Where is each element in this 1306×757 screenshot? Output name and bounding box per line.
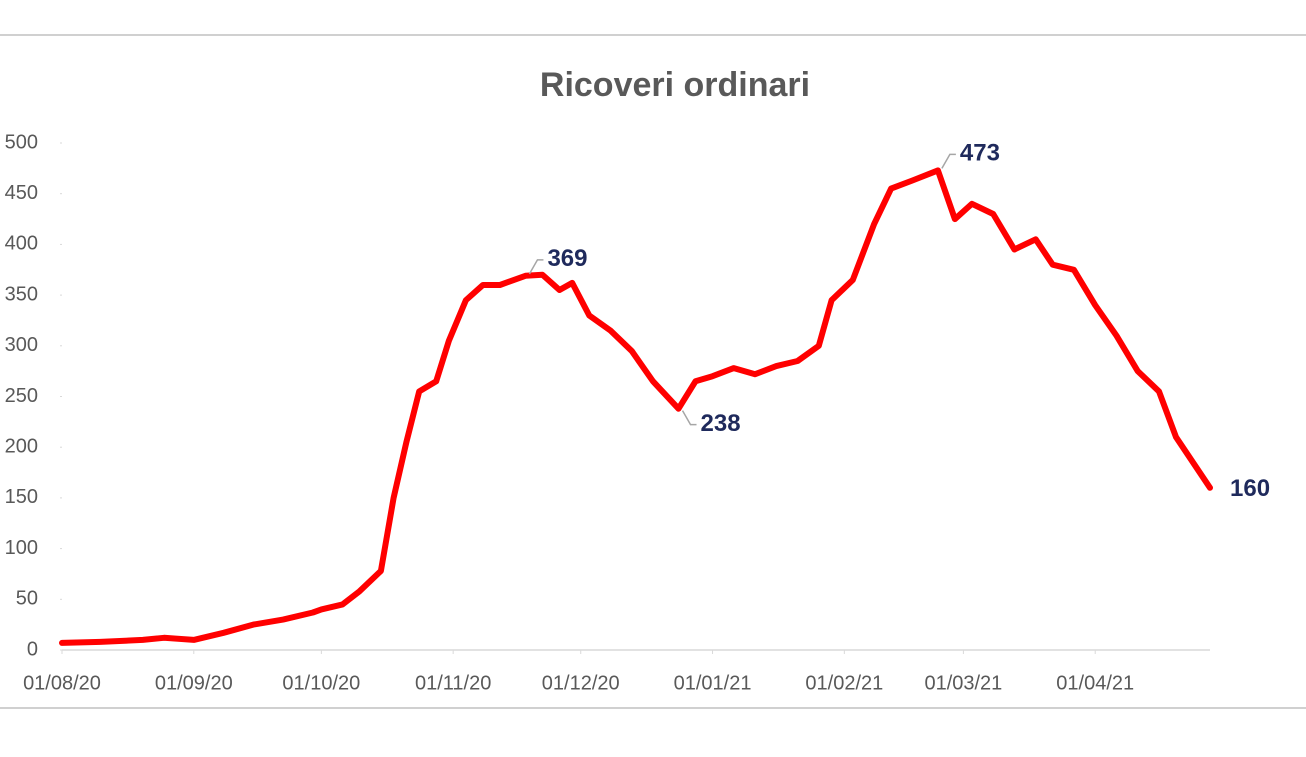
data-label: 238 — [701, 410, 741, 437]
y-tick-label: 0 — [27, 638, 38, 660]
x-tick-label: 01/01/21 — [674, 672, 752, 694]
y-tick-label: 500 — [5, 131, 38, 153]
y-tick-label: 50 — [16, 588, 38, 610]
y-tick-label: 300 — [5, 334, 38, 356]
x-tick-label: 01/09/20 — [155, 672, 233, 694]
y-tick-label: 100 — [5, 537, 38, 559]
data-label: 369 — [547, 245, 587, 272]
chart-title: Ricoveri ordinari — [540, 66, 810, 104]
y-tick-label: 350 — [5, 283, 38, 305]
leader-line — [681, 410, 697, 426]
x-tick-label: 01/11/20 — [415, 672, 491, 694]
x-tick-label: 01/02/21 — [805, 672, 883, 694]
y-tick-label: 400 — [5, 233, 38, 255]
data-label: 160 — [1230, 475, 1270, 502]
y-tick-label: 250 — [5, 385, 38, 407]
data-label: 473 — [960, 140, 1000, 167]
leader-line — [528, 259, 544, 275]
x-tick-label: 01/04/21 — [1056, 672, 1134, 694]
data-line — [59, 167, 1213, 646]
x-tick-label: 01/12/20 — [542, 672, 620, 694]
leader-line — [941, 153, 956, 169]
x-tick-label: 01/03/21 — [924, 672, 1002, 694]
y-tick-label: 150 — [5, 486, 38, 508]
x-tick-label: 01/08/20 — [23, 672, 101, 694]
x-tick-label: 01/10/20 — [282, 672, 360, 694]
y-tick-label: 450 — [5, 182, 38, 204]
y-tick-label: 200 — [5, 435, 38, 457]
